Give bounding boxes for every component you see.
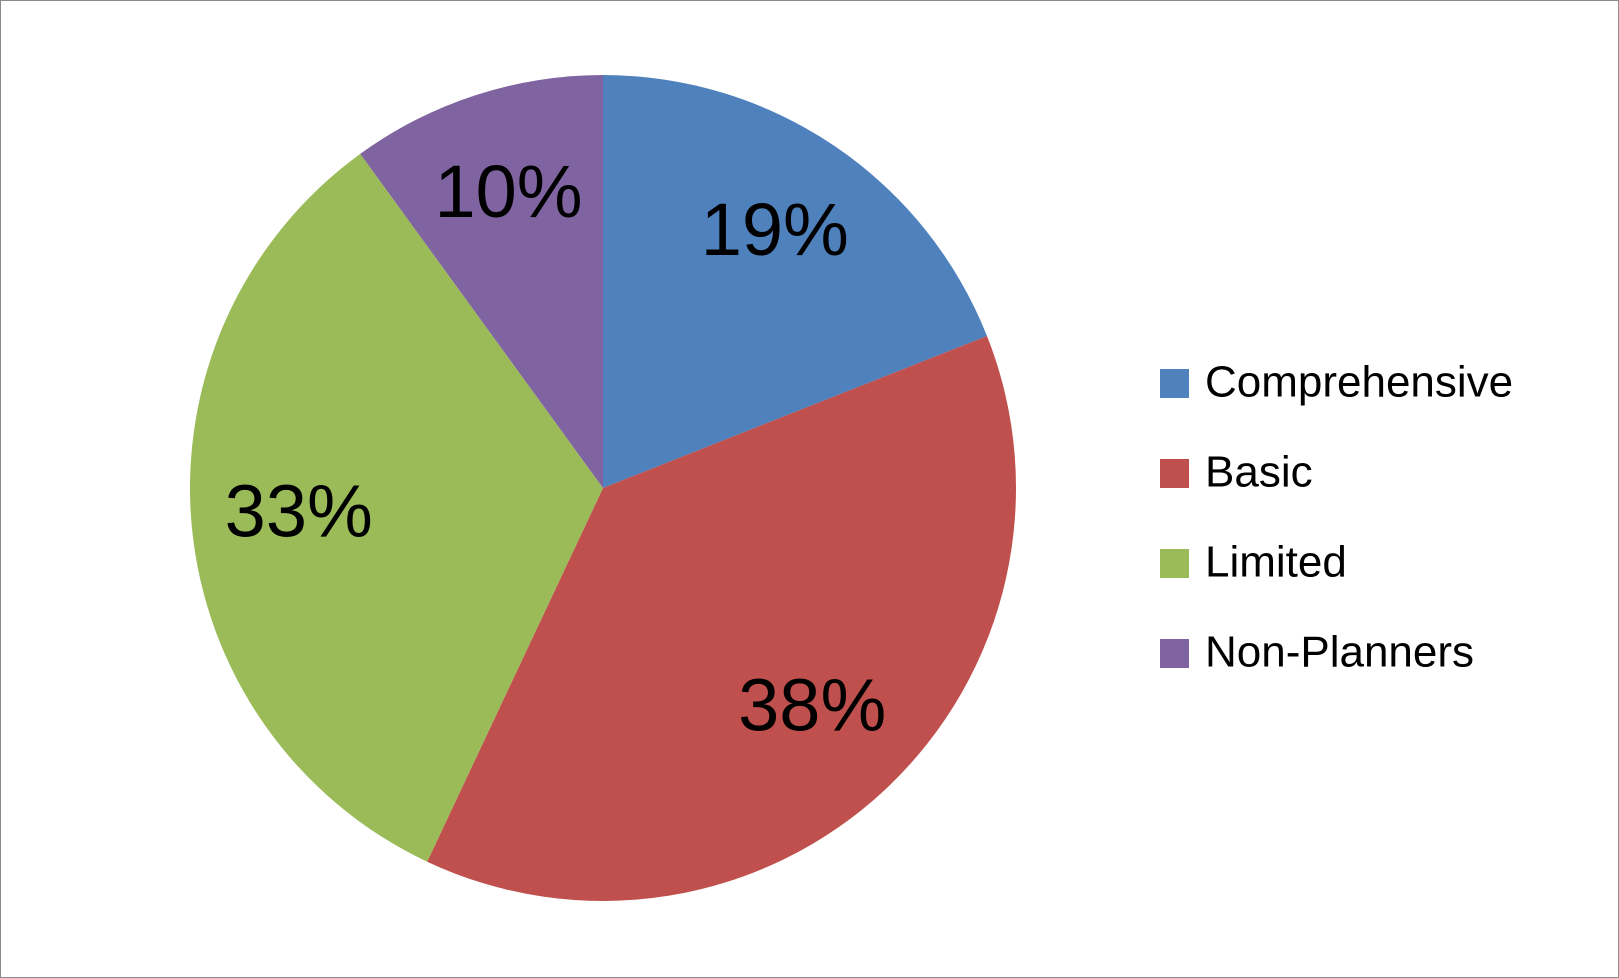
pie-slice (427, 335, 1016, 901)
legend-label: Comprehensive (1205, 358, 1513, 407)
data-label: 19% (701, 188, 849, 271)
legend-swatch (1160, 549, 1189, 578)
data-label: 38% (738, 663, 886, 746)
data-label: 10% (435, 150, 583, 233)
legend-label: Limited (1205, 538, 1347, 587)
legend-label: Non-Planners (1205, 628, 1474, 677)
pie-slice (189, 153, 603, 862)
legend-label: Basic (1205, 448, 1313, 497)
legend-swatch (1160, 369, 1189, 398)
data-label: 33% (225, 469, 373, 552)
pie-slice (360, 75, 603, 488)
legend-swatch (1160, 639, 1189, 668)
pie-slice (603, 75, 987, 488)
legend-swatch (1160, 459, 1189, 488)
